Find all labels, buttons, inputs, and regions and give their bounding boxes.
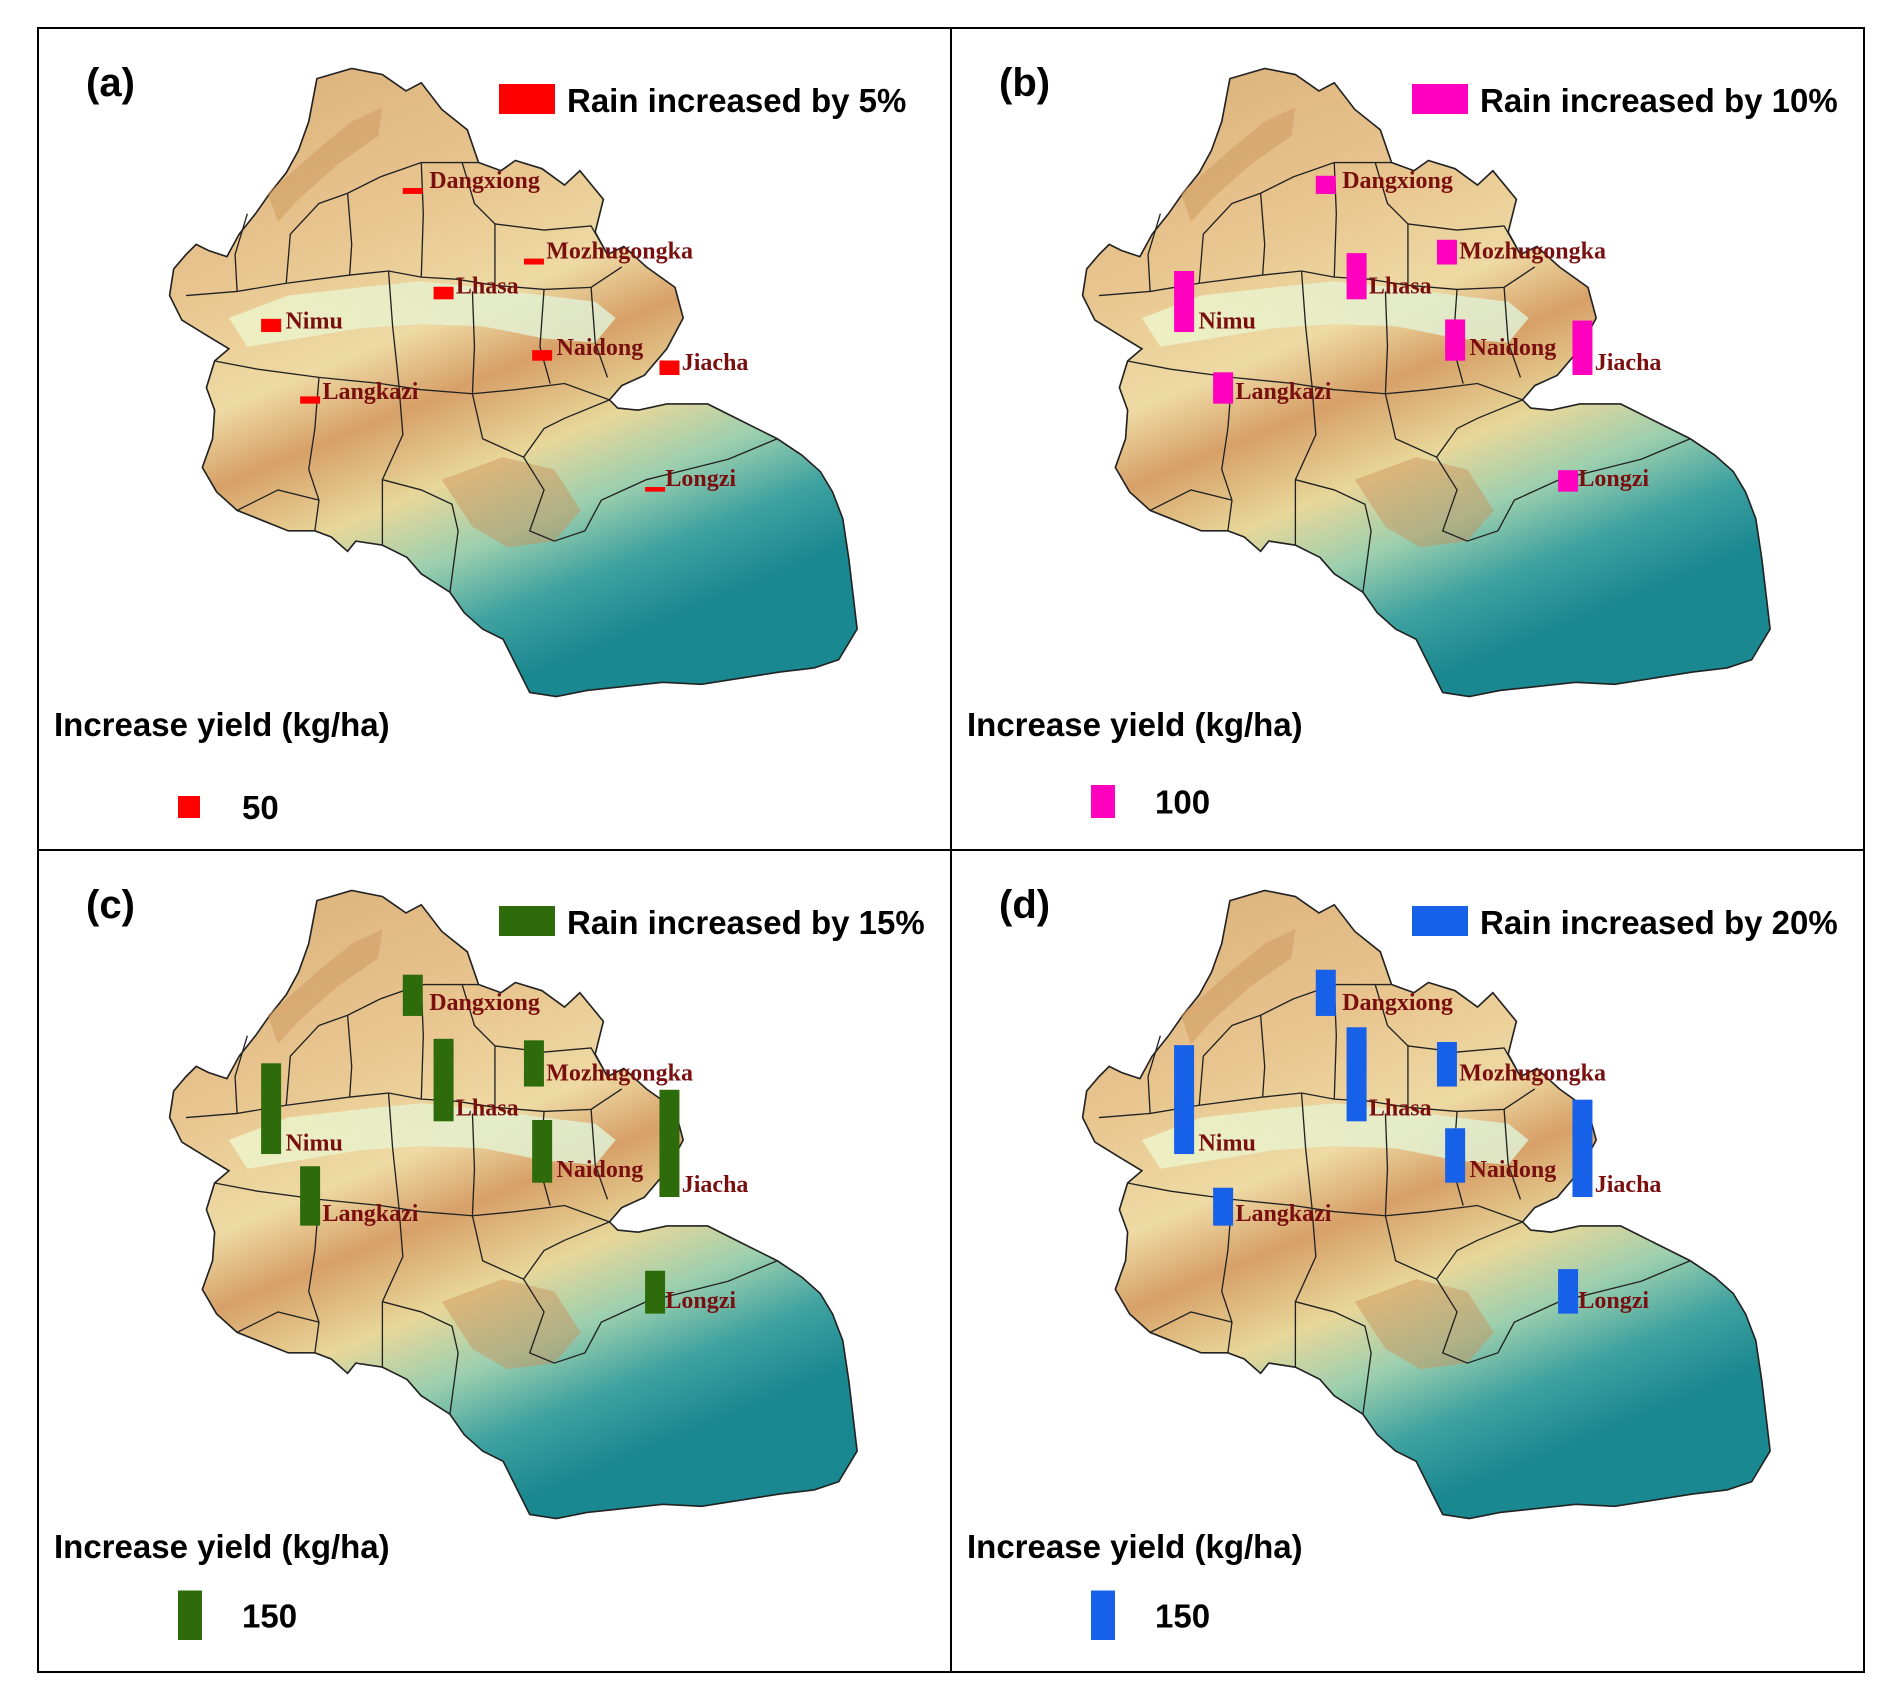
yield-bar-dangxiong bbox=[1315, 969, 1336, 1016]
panel-c: (c) Rain increased by 15% Dangxiong Mozhugo… bbox=[37, 849, 952, 1673]
town-label-jiacha: Jiacha bbox=[1595, 1172, 1662, 1198]
town-label-langkazi: Langkazi bbox=[322, 1201, 418, 1227]
scale-title: Increase yield (kg/ha) bbox=[54, 1528, 390, 1565]
scale-title: Increase yield (kg/ha) bbox=[967, 706, 1303, 743]
town-label-lhasa: Lhasa bbox=[1369, 1095, 1432, 1121]
legend-swatch bbox=[499, 84, 555, 114]
scale-value: 150 bbox=[242, 1597, 297, 1634]
legend-title: Rain increased by 5% bbox=[567, 82, 906, 119]
panel-a: (a) Rain increased by 5% Dangxiong Mozhugon… bbox=[37, 27, 952, 851]
town-label-longzi: Longzi bbox=[665, 466, 736, 492]
yield-bar-mozhugongka bbox=[1436, 1041, 1457, 1087]
town-label-naidong: Naidong bbox=[557, 335, 644, 361]
yield-bar-mozhugongka bbox=[523, 1040, 544, 1087]
town-label-longzi: Longzi bbox=[1578, 1288, 1649, 1314]
town-label-naidong: Naidong bbox=[1470, 1157, 1557, 1183]
town-label-langkazi: Langkazi bbox=[1235, 379, 1331, 405]
yield-bar-longzi bbox=[1558, 1269, 1579, 1314]
yield-bar-langkazi bbox=[300, 1166, 321, 1226]
yield-bar-naidong bbox=[532, 350, 553, 361]
town-label-mozhugongka: Mozhugongka bbox=[546, 1061, 693, 1087]
yield-bar-naidong bbox=[1445, 1128, 1466, 1183]
town-label-longzi: Longzi bbox=[1578, 466, 1649, 492]
yield-bar-lhasa bbox=[433, 286, 454, 300]
panel-letter: (a) bbox=[86, 61, 135, 105]
yield-bar-langkazi bbox=[1213, 1187, 1234, 1226]
legend-title: Rain increased by 10% bbox=[1480, 82, 1838, 119]
yield-bar-longzi bbox=[645, 487, 666, 492]
legend-swatch bbox=[1412, 84, 1468, 114]
yield-bar-dangxiong bbox=[402, 187, 423, 194]
panel-letter: (b) bbox=[999, 61, 1050, 105]
scale-value: 150 bbox=[1155, 1597, 1210, 1634]
scale-bar bbox=[1091, 785, 1115, 818]
yield-bar-longzi bbox=[1558, 470, 1579, 492]
town-label-mozhugongka: Mozhugongka bbox=[546, 239, 693, 265]
town-label-lhasa: Lhasa bbox=[456, 1095, 519, 1121]
town-label-jiacha: Jiacha bbox=[682, 1172, 749, 1198]
town-label-naidong: Naidong bbox=[557, 1157, 644, 1183]
town-label-dangxiong: Dangxiong bbox=[429, 990, 540, 1016]
yield-bar-jiacha bbox=[1572, 1099, 1593, 1198]
town-label-nimu: Nimu bbox=[285, 308, 342, 334]
yield-bar-naidong bbox=[1445, 319, 1466, 361]
town-label-mozhugongka: Mozhugongka bbox=[1459, 239, 1606, 265]
legend-title: Rain increased by 20% bbox=[1480, 904, 1838, 941]
town-label-lhasa: Lhasa bbox=[1369, 273, 1432, 299]
yield-bar-dangxiong bbox=[1315, 175, 1336, 194]
town-label-jiacha: Jiacha bbox=[1595, 350, 1662, 376]
yield-bar-mozhugongka bbox=[1436, 239, 1457, 265]
town-label-dangxiong: Dangxiong bbox=[1342, 168, 1453, 194]
panel-b: (b) Rain increased by 10% Dangxiong Mozhugo… bbox=[950, 27, 1865, 851]
scale-bar bbox=[178, 796, 200, 818]
town-label-nimu: Nimu bbox=[285, 1130, 342, 1156]
yield-bar-nimu bbox=[1174, 270, 1195, 333]
town-label-nimu: Nimu bbox=[1198, 1130, 1255, 1156]
yield-bar-jiacha bbox=[659, 360, 680, 376]
panel-d: (d) Rain increased by 20% Dangxiong Mozhugo… bbox=[950, 849, 1865, 1673]
scale-value: 100 bbox=[1155, 784, 1210, 821]
yield-bar-jiacha bbox=[659, 1089, 680, 1198]
town-label-mozhugongka: Mozhugongka bbox=[1459, 1061, 1606, 1087]
yield-bar-nimu bbox=[261, 1063, 282, 1155]
legend-swatch bbox=[499, 906, 555, 936]
town-label-lhasa: Lhasa bbox=[456, 273, 519, 299]
yield-bar-mozhugongka bbox=[523, 258, 544, 265]
yield-bar-longzi bbox=[645, 1270, 666, 1314]
town-label-naidong: Naidong bbox=[1470, 335, 1557, 361]
town-label-jiacha: Jiacha bbox=[682, 350, 749, 376]
town-label-dangxiong: Dangxiong bbox=[429, 168, 540, 194]
scale-value: 50 bbox=[242, 789, 279, 826]
yield-bar-langkazi bbox=[1213, 372, 1234, 404]
town-label-langkazi: Langkazi bbox=[1235, 1201, 1331, 1227]
yield-bar-langkazi bbox=[300, 396, 321, 404]
panel-letter: (c) bbox=[86, 883, 135, 927]
panel-letter: (d) bbox=[999, 883, 1050, 927]
panels-layer: (a) Rain increased by 5% Dangxiong Mozhugon… bbox=[37, 27, 1865, 1673]
yield-bar-lhasa bbox=[1346, 253, 1367, 300]
yield-bar-lhasa bbox=[433, 1038, 454, 1122]
yield-bar-lhasa bbox=[1346, 1027, 1367, 1122]
legend-title: Rain increased by 15% bbox=[567, 904, 925, 941]
scale-title: Increase yield (kg/ha) bbox=[967, 1528, 1303, 1565]
yield-bar-dangxiong bbox=[402, 974, 423, 1016]
yield-bar-jiacha bbox=[1572, 320, 1593, 376]
town-label-nimu: Nimu bbox=[1198, 308, 1255, 334]
yield-bar-nimu bbox=[1174, 1045, 1195, 1155]
town-label-dangxiong: Dangxiong bbox=[1342, 990, 1453, 1016]
scale-bar bbox=[1091, 1590, 1115, 1640]
scale-title: Increase yield (kg/ha) bbox=[54, 706, 390, 743]
yield-bar-nimu bbox=[261, 318, 282, 333]
legend-swatch bbox=[1412, 906, 1468, 936]
town-label-langkazi: Langkazi bbox=[322, 379, 418, 405]
yield-bar-naidong bbox=[532, 1119, 553, 1183]
town-label-longzi: Longzi bbox=[665, 1288, 736, 1314]
scale-bar bbox=[178, 1590, 202, 1640]
